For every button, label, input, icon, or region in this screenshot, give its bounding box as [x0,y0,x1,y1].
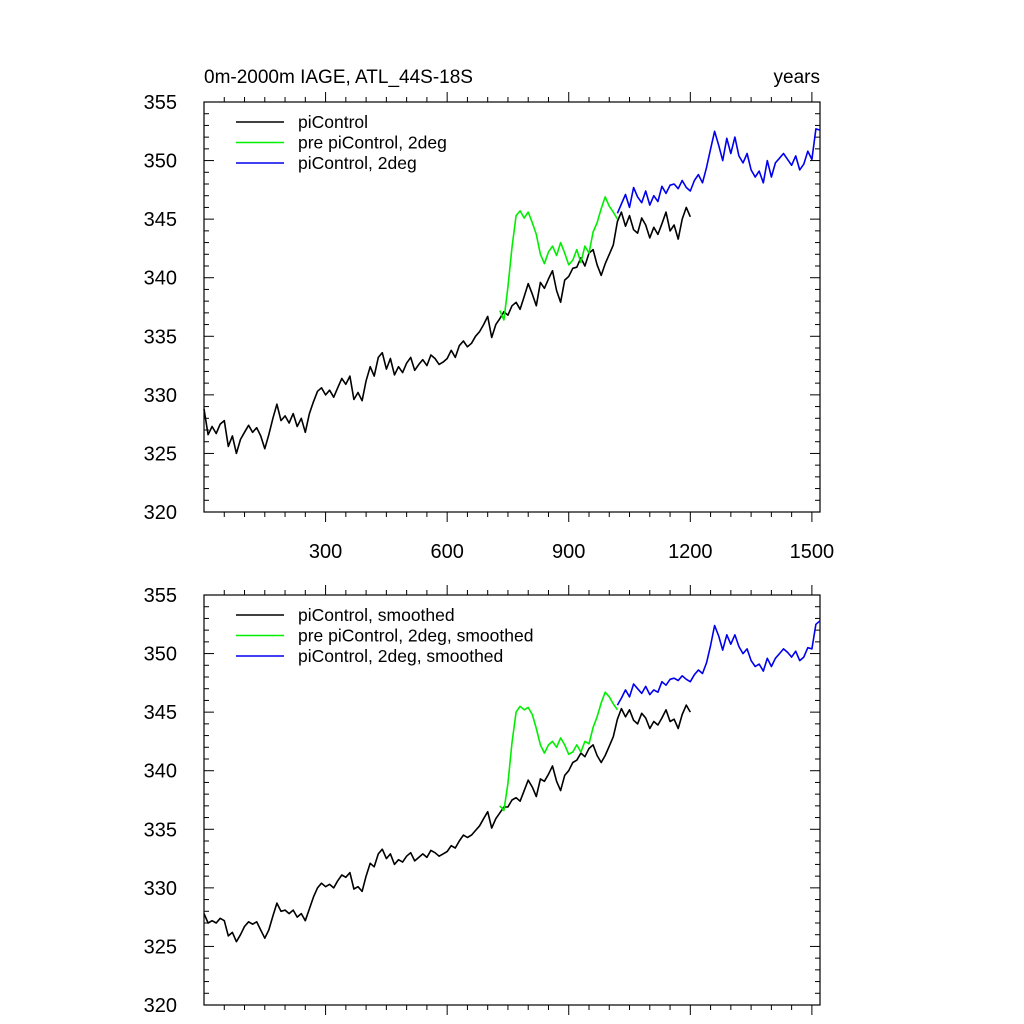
y-tick-label: 350 [144,644,177,666]
legend-label-2: pre piControl, 2deg, smoothed [298,626,533,646]
series-line-2 [499,691,619,812]
legend-label-1: piControl [298,112,368,132]
legend-label-1: piControl, smoothed [298,605,455,625]
x-units-label: years [774,67,820,88]
y-tick-label: 345 [144,209,177,231]
y-tick-label: 350 [144,151,177,173]
series-line-2 [499,196,619,321]
y-tick-label: 325 [144,936,177,958]
series-line-1 [203,206,692,455]
y-tick-label: 320 [144,995,177,1017]
y-tick-label: 325 [144,443,177,465]
plot-frame [203,594,821,1006]
y-tick-label: 330 [144,385,177,407]
y-tick-label: 320 [144,502,177,524]
y-tick-label: 340 [144,761,177,783]
series-line-3 [616,128,821,214]
y-tick-label: 355 [144,585,177,607]
plot-frame [203,101,821,513]
y-tick-label: 335 [144,326,177,348]
legend-label-3: piControl, 2deg, smoothed [298,646,503,666]
chart-title: 0m-2000m IAGE, ATL_44S-18S [204,67,473,88]
series-line-3 [616,620,821,706]
bottom-panel: 320 325 330 335 340 345 350 355 piControl, smoot… [144,585,821,1017]
legend-label-2: pre piControl, 2deg [298,133,447,153]
y-tick-label: 340 [144,268,177,290]
x-tick-label: 600 [430,541,463,563]
y-tick-label: 330 [144,878,177,900]
series-line-1 [203,704,691,943]
y-tick-label: 355 [144,92,177,114]
x-tick-label: 900 [552,541,585,563]
x-tick-label: 1200 [668,541,713,563]
legend-label-3: piControl, 2deg [298,153,417,173]
x-tick-label: 300 [309,541,342,563]
x-tick-label: 1500 [790,541,835,563]
y-tick-label: 335 [144,819,177,841]
y-tick-label: 345 [144,702,177,724]
top-panel: 320 325 330 335 340 345 350 355 300 600 900 1200 150… [144,67,835,563]
